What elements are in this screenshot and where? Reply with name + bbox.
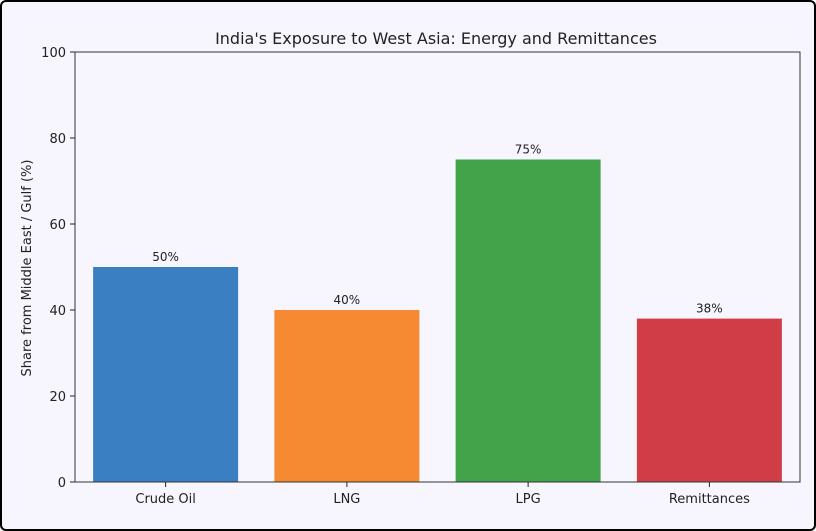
y-tick-label: 0 xyxy=(58,476,66,491)
bar-lpg xyxy=(455,159,601,482)
bar-remittances xyxy=(636,318,782,482)
data-label: 50% xyxy=(152,250,179,264)
y-tick-label: 20 xyxy=(49,390,66,405)
data-label: 75% xyxy=(515,143,542,157)
chart-title: India's Exposure to West Asia: Energy an… xyxy=(215,29,657,48)
bar-lng xyxy=(274,310,420,482)
plot-border xyxy=(74,51,801,483)
data-label: 38% xyxy=(696,302,723,316)
y-axis-label: Share from Middle East / Gulf (%) xyxy=(20,160,35,377)
plot-area: 50% Crude Oil 40% LNG 75% LPG 38% Remittances 0 2… xyxy=(41,46,801,507)
y-tick-label: 80 xyxy=(49,132,66,147)
y-tick-label: 60 xyxy=(49,218,66,233)
data-label: 40% xyxy=(334,293,361,307)
y-tick-label: 40 xyxy=(49,304,66,319)
x-tick-label: Remittances xyxy=(669,492,750,507)
y-tick-label: 100 xyxy=(41,46,66,61)
x-tick-label: LNG xyxy=(333,492,360,507)
bar-crude-oil xyxy=(93,267,239,482)
x-tick-label: Crude Oil xyxy=(135,492,196,507)
x-tick-label: LPG xyxy=(516,492,541,507)
